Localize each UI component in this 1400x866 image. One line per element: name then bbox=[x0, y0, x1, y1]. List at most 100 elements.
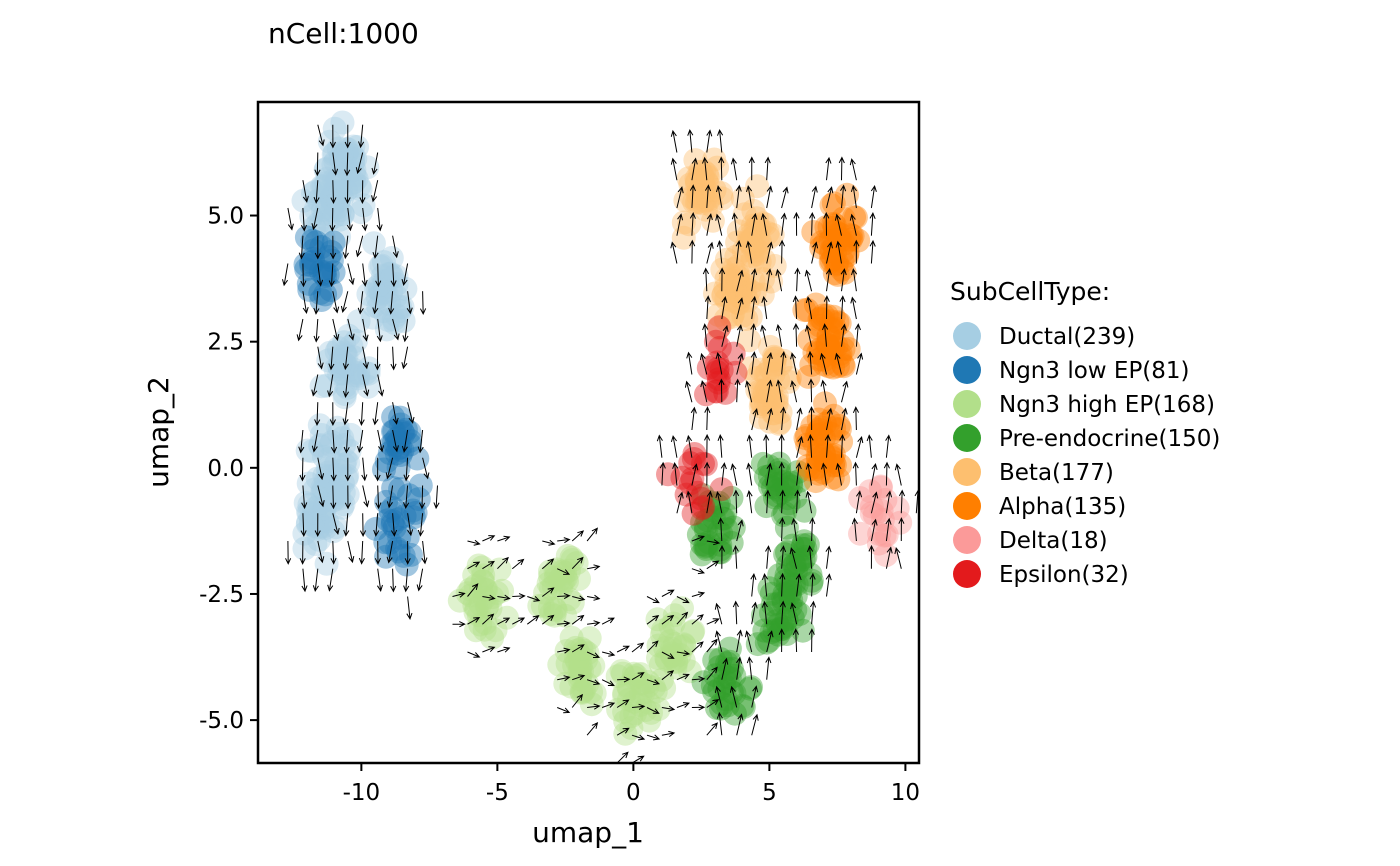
velocity-arrow bbox=[676, 611, 689, 625]
cell-point bbox=[825, 310, 850, 335]
cell-point bbox=[764, 483, 789, 508]
cell-point bbox=[314, 551, 339, 576]
cell-point bbox=[826, 221, 851, 246]
velocity-arrow bbox=[716, 240, 723, 264]
cell-point bbox=[678, 451, 703, 476]
cell-point bbox=[777, 582, 802, 607]
cell-point bbox=[379, 432, 404, 457]
velocity-arrow bbox=[840, 323, 847, 347]
velocity-arrow bbox=[691, 704, 706, 711]
cell-point bbox=[314, 171, 339, 196]
cell-point bbox=[710, 186, 734, 211]
cell-point bbox=[774, 563, 799, 588]
cell-point bbox=[831, 206, 856, 231]
velocity-arrow bbox=[775, 268, 783, 292]
cell-point bbox=[336, 157, 361, 182]
cell-point bbox=[555, 569, 579, 594]
velocity-arrow bbox=[646, 707, 660, 714]
velocity-arrow bbox=[735, 240, 742, 264]
velocity-arrow bbox=[329, 207, 336, 232]
cell-point bbox=[321, 470, 346, 495]
legend-label: Delta(18) bbox=[999, 528, 1108, 554]
cell-point bbox=[335, 375, 360, 400]
cell-point bbox=[563, 635, 588, 660]
cell-point bbox=[646, 697, 671, 722]
cell-point bbox=[299, 508, 324, 532]
cell-point bbox=[711, 282, 736, 307]
cell-point bbox=[795, 423, 819, 448]
x-tick-label: 0 bbox=[626, 780, 641, 806]
cell-point bbox=[874, 543, 899, 568]
velocity-arrow bbox=[791, 517, 798, 542]
velocity-arrow bbox=[646, 734, 661, 741]
cell-point bbox=[709, 477, 734, 502]
cell-point bbox=[717, 649, 742, 674]
cell-point bbox=[713, 502, 738, 526]
velocity-arrow bbox=[794, 489, 801, 514]
velocity-arrow bbox=[840, 184, 847, 209]
velocity-arrow bbox=[706, 618, 720, 625]
velocity-arrow bbox=[557, 592, 571, 600]
cell-point bbox=[757, 464, 782, 488]
cell-point bbox=[621, 689, 646, 714]
cell-point bbox=[807, 347, 832, 372]
velocity-arrow bbox=[329, 402, 336, 427]
cell-point bbox=[821, 442, 846, 467]
velocity-arrow bbox=[347, 540, 355, 564]
panel-border bbox=[256, 100, 921, 765]
cell-point bbox=[379, 279, 404, 304]
cell-point bbox=[862, 502, 887, 527]
velocity-arrow bbox=[631, 734, 646, 741]
velocity-arrow bbox=[691, 591, 706, 598]
cell-point bbox=[538, 564, 563, 589]
velocity-arrow bbox=[497, 617, 511, 625]
cell-point bbox=[308, 434, 333, 459]
cell-point bbox=[690, 162, 715, 187]
velocity-arrow bbox=[779, 572, 786, 597]
cell-point bbox=[690, 532, 715, 557]
velocity-arrow bbox=[689, 184, 696, 209]
cell-point bbox=[391, 309, 416, 333]
velocity-arrow bbox=[557, 675, 571, 682]
velocity-arrow bbox=[751, 713, 759, 736]
velocity-arrow bbox=[716, 711, 723, 736]
cell-point bbox=[318, 432, 343, 457]
cell-point bbox=[485, 581, 509, 605]
cell-point bbox=[382, 515, 407, 540]
velocity-arrow bbox=[706, 722, 718, 736]
cell-point bbox=[392, 504, 417, 529]
cell-point bbox=[384, 303, 409, 328]
velocity-arrow bbox=[796, 435, 804, 458]
velocity-arrow bbox=[835, 462, 842, 486]
cell-point bbox=[341, 345, 366, 370]
cell-point bbox=[696, 186, 721, 211]
cell-point bbox=[655, 648, 680, 672]
velocity-arrow bbox=[676, 650, 691, 657]
cell-point bbox=[294, 225, 319, 250]
velocity-arrow bbox=[376, 568, 383, 592]
velocity-arrow bbox=[372, 402, 379, 426]
cell-point bbox=[332, 385, 357, 410]
cell-point bbox=[372, 299, 396, 324]
legend-item: Pre-endocrine(150) bbox=[953, 424, 1220, 452]
velocity-arrow bbox=[731, 212, 738, 236]
cell-point bbox=[318, 278, 343, 302]
cell-point bbox=[706, 490, 731, 515]
velocity-arrow bbox=[467, 583, 479, 597]
series-0 bbox=[291, 110, 418, 576]
cell-point bbox=[324, 451, 349, 476]
velocity-arrow bbox=[670, 435, 678, 458]
velocity-arrow bbox=[775, 323, 783, 347]
cell-point bbox=[717, 636, 742, 661]
cell-point bbox=[832, 231, 857, 256]
velocity-arrow bbox=[571, 530, 585, 542]
cell-point bbox=[378, 530, 403, 555]
velocity-arrow bbox=[822, 323, 829, 347]
cell-point bbox=[763, 485, 787, 510]
cell-point bbox=[577, 626, 602, 651]
cell-point bbox=[381, 307, 406, 332]
cell-point bbox=[637, 708, 662, 733]
cell-point bbox=[738, 356, 763, 381]
cell-point bbox=[718, 268, 743, 293]
cell-point bbox=[826, 467, 851, 492]
